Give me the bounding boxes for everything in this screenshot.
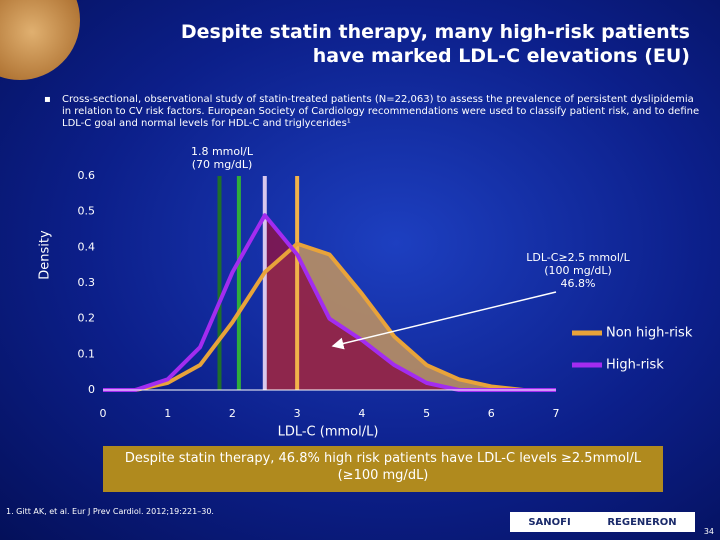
y-tick-label: 0.6 [78,169,96,182]
reference: 1. Gitt AK, et al. Eur J Prev Cardiol. 2… [6,507,214,516]
y-tick-label: 0.1 [78,347,96,360]
y-tick-label: 0.3 [78,276,96,289]
annotation: 46.8% [561,277,596,290]
title-line: Despite statin therapy, many high-risk p… [180,21,690,43]
x-tick-label: 1 [164,407,171,420]
bullet-dot: ▪ [44,94,51,105]
y-tick-label: 0.2 [78,312,96,325]
x-tick-label: 2 [229,407,236,420]
x-tick-label: 3 [294,407,301,420]
density-line [103,241,556,392]
annotation: (70 mg/dL) [192,158,253,171]
title-line: have marked LDL-C elevations (EU) [312,45,690,67]
logos: SANOFI REGENERON [510,512,695,532]
logo: REGENERON [607,516,677,528]
callout-box: Despite statin therapy, 46.8% high risk … [103,446,663,492]
x-axis-title: LDL-C (mmol/L) [278,425,379,440]
x-tick-label: 7 [553,407,560,420]
page-number: 34 [703,527,714,536]
annotation: 1.8 mmol/L [191,145,254,158]
y-tick-label: 0 [88,383,95,396]
logo: SANOFI [528,516,571,528]
annotation: (100 mg/dL) [544,264,612,277]
legend-label: High-risk [606,358,664,373]
bullet-text: Cross-sectional, observational study of … [62,94,700,129]
annotation: LDL-C≥2.5 mmol/L [526,251,630,264]
x-tick-label: 6 [488,407,495,420]
y-tick-label: 0.5 [78,205,96,218]
title: Despite statin therapy, many high-risk p… [181,20,690,68]
x-tick-label: 4 [358,407,365,420]
y-axis-title: Density [38,230,53,280]
x-tick-label: 0 [100,407,107,420]
annotation-arrow [331,291,557,350]
y-tick-label: 0.4 [78,240,96,253]
legend-label: Non high-risk [606,326,693,341]
x-tick-label: 5 [423,407,430,420]
